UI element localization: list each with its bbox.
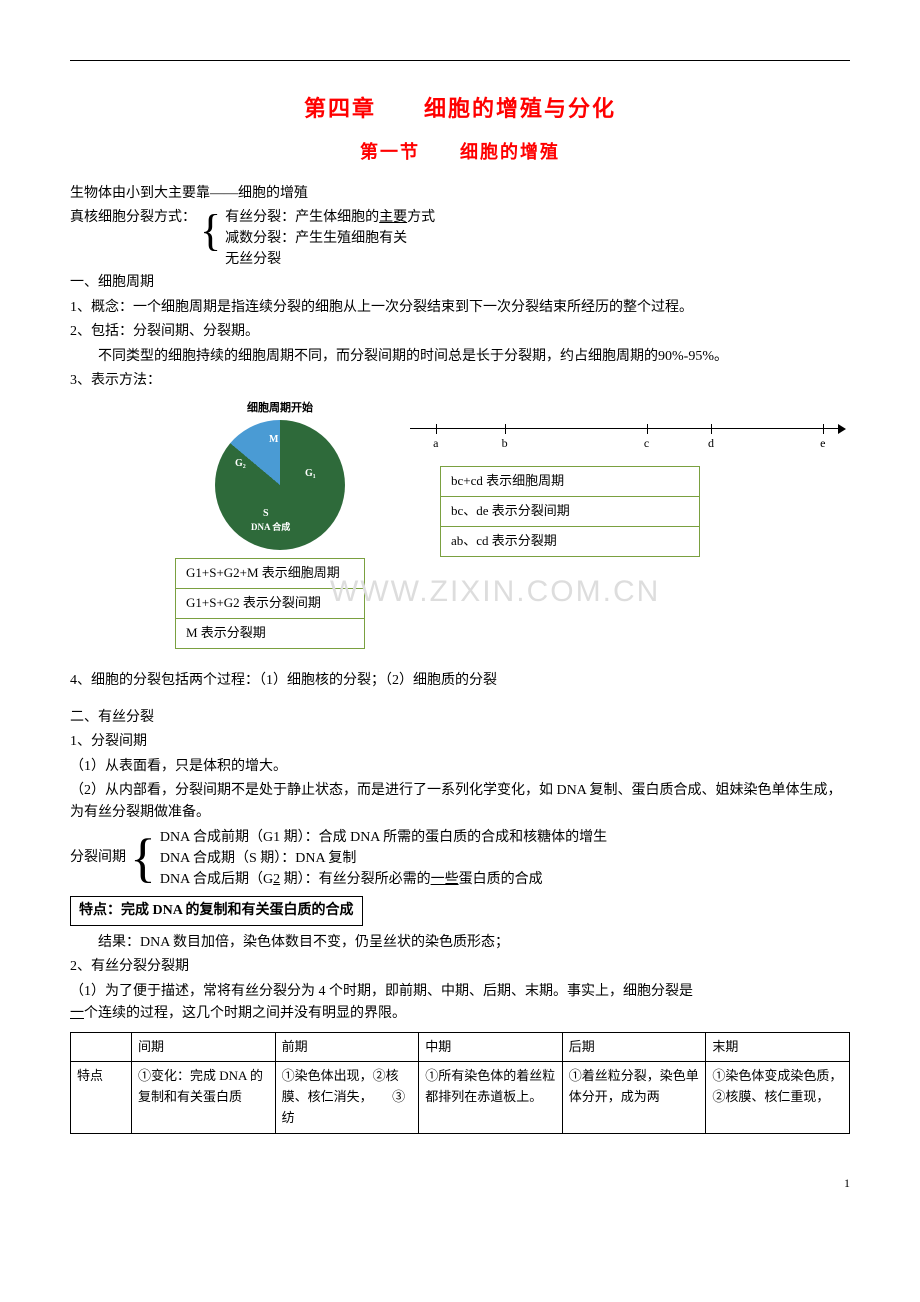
sec1-p3: 不同类型的细胞持续的细胞周期不同，而分裂间期的时间总是长于分裂期，约占细胞周期的… [70,346,850,368]
left-box-3: M 表示分裂期 [175,619,365,649]
division-types-label: 真核细胞分裂方式： [70,207,196,229]
section-title: 第一节 细胞的增殖 [70,138,850,167]
table-cell-5: ①染色体变成染色质， ②核膜、核仁重现， [706,1062,850,1133]
timeline-tick [436,424,437,434]
left-box-2: G1+S+G2 表示分裂间期 [175,589,365,619]
brace-icon: { [130,831,156,885]
right-box-3: ab、cd 表示分裂期 [440,527,700,557]
table-header-row: 间期 前期 中期 后期 末期 [71,1032,850,1062]
division-type-a: 有丝分裂：产生体细胞的主要方式 [225,207,435,228]
table-header-4: 后期 [562,1032,706,1062]
timeline-tick [505,424,506,434]
arrow-right-icon [838,424,846,434]
left-box-1: G1+S+G2+M 表示细胞周期 [175,558,365,589]
timeline-tick [711,424,712,434]
sec2-p5: （1）为了便于描述，常将有丝分裂分为 4 个时期，即前期、中期、后期、末期。事实… [70,981,850,1026]
sec1-p4: 3、表示方法： [70,370,850,392]
table-cell-2: ①染色体出现，②核膜、核仁消失， ③纺 [275,1062,419,1133]
table-cell-4: ①着丝粒分裂，染色单体分开，成为两 [562,1062,706,1133]
interphase-item-a: DNA 合成前期（G1 期）：合成 DNA 所需的蛋白质的合成和核糖体的增生 [160,827,607,848]
sec1-heading: 一、细胞周期 [70,272,850,294]
pie-caption: 细胞周期开始 [200,400,360,418]
sec2-p1: 1、分裂间期 [70,731,850,753]
table-header-5: 末期 [706,1032,850,1062]
table-cell-1: ①变化：完成 DNA 的复制和有关蛋白质 [132,1062,276,1133]
sec2-heading: 二、有丝分裂 [70,707,850,729]
division-type-b: 减数分裂：产生生殖细胞有关 [225,228,435,249]
phase-table: 间期 前期 中期 后期 末期 特点 ①变化：完成 DNA 的复制和有关蛋白质 ①… [70,1032,850,1134]
page-number: 1 [70,1174,850,1193]
table-header-2: 前期 [275,1032,419,1062]
interphase-item-c: DNA 合成后期（G2 期）：有丝分裂所必需的一些蛋白质的合成 [160,869,607,890]
sec1-p2: 2、包括：分裂间期、分裂期。 [70,321,850,343]
intro-line-1: 生物体由小到大主要靠——细胞的增殖 [70,183,850,205]
diagram-area: 细胞周期开始 M G₁ S G₂ DNA 合成 abcde bc+cd 表示细胞… [70,398,850,608]
timeline-tick-label: b [502,434,508,453]
timeline-tick-label: a [433,434,438,453]
interphase-item-b: DNA 合成期（S 期）：DNA 复制 [160,848,607,869]
division-type-c: 无丝分裂 [225,249,435,270]
interphase-items: DNA 合成前期（G1 期）：合成 DNA 所需的蛋白质的合成和核糖体的增生 D… [160,827,607,890]
right-box-1: bc+cd 表示细胞周期 [440,466,700,497]
timeline-tick [647,424,648,434]
chapter-title: 第四章 细胞的增殖与分化 [70,91,850,126]
sec1-p5: 4、细胞的分裂包括两个过程：（1）细胞核的分裂；（2）细胞质的分裂 [70,670,850,692]
right-box-stack: bc+cd 表示细胞周期 bc、de 表示分裂间期 ab、cd 表示分裂期 [440,466,700,556]
top-rule [70,60,850,61]
pie-label-g1: G₁ [305,466,316,482]
sec2-p4: 2、有丝分裂分裂期 [70,956,850,978]
watermark: WWW.ZIXIN.COM.CN [330,568,660,616]
table-row: 特点 ①变化：完成 DNA 的复制和有关蛋白质 ①染色体出现，②核膜、核仁消失，… [71,1062,850,1133]
division-types-items: 有丝分裂：产生体细胞的主要方式 减数分裂：产生生殖细胞有关 无丝分裂 [225,207,435,270]
right-box-2: bc、de 表示分裂间期 [440,497,700,527]
left-box-stack: G1+S+G2+M 表示细胞周期 G1+S+G2 表示分裂间期 M 表示分裂期 [175,558,365,648]
table-cell-3: ①所有染色体的着丝粒都排列在赤道板上。 [419,1062,563,1133]
pie-graphic: M G₁ S G₂ DNA 合成 [215,420,345,550]
table-header-3: 中期 [419,1032,563,1062]
timeline-tick-label: e [820,434,825,453]
table-header-1: 间期 [132,1032,276,1062]
timeline: abcde [410,428,840,443]
pie-chart: 细胞周期开始 M G₁ S G₂ DNA 合成 [200,400,360,550]
timeline-line: abcde [410,428,840,443]
table-header-blank [71,1032,132,1062]
pie-label-g2: G₂ [235,456,246,472]
timeline-tick-label: c [644,434,649,453]
timeline-tick-label: d [708,434,714,453]
interphase-label: 分裂间期 [70,847,126,869]
feature-box: 特点：完成 DNA 的复制和有关蛋白质的合成 [70,896,363,926]
sec1-p1: 1、概念：一个细胞周期是指连续分裂的细胞从上一次分裂结束到下一次分裂结束所经历的… [70,297,850,319]
pie-label-m: M [269,432,278,448]
sec2-p2: （1）从表面看，只是体积的增大。 [70,756,850,778]
pie-dna-label: DNA 合成 [251,520,290,534]
division-types-block: 真核细胞分裂方式： { 有丝分裂：产生体细胞的主要方式 减数分裂：产生生殖细胞有… [70,207,850,270]
brace-icon: { [200,207,221,255]
sec2-p3: （2）从内部看，分裂间期不是处于静止状态，而是进行了一系列化学变化，如 DNA … [70,780,850,825]
result-line: 结果：DNA 数目加倍，染色体数目不变，仍呈丝状的染色质形态； [70,932,850,954]
timeline-tick [823,424,824,434]
table-row-label: 特点 [71,1062,132,1133]
interphase-block: 分裂间期 { DNA 合成前期（G1 期）：合成 DNA 所需的蛋白质的合成和核… [70,827,850,890]
